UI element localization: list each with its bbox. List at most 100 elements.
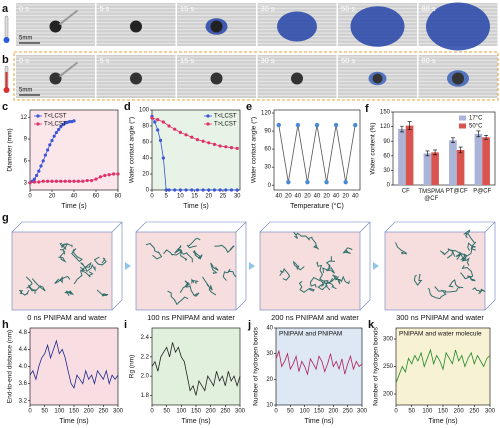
series-line bbox=[151, 117, 238, 149]
droplet bbox=[452, 72, 464, 85]
water-box bbox=[135, 231, 237, 311]
thermometer-cold bbox=[3, 15, 10, 43]
droplet bbox=[130, 72, 142, 85]
point bbox=[156, 128, 160, 132]
polymer-chain bbox=[395, 242, 408, 255]
x-axis-label: Time (ns) bbox=[59, 418, 88, 425]
y-tick-label: 4.0 bbox=[19, 364, 28, 370]
plot-background bbox=[273, 109, 361, 191]
plot-background bbox=[151, 109, 241, 191]
point bbox=[173, 127, 177, 131]
x-tick-label: 60 bbox=[93, 194, 100, 200]
x-axis-label: Time (s) bbox=[183, 203, 208, 210]
bar bbox=[398, 129, 406, 185]
point bbox=[85, 178, 89, 183]
x-tick-label: 100 bbox=[422, 409, 433, 415]
x-tick-label: 150 bbox=[191, 409, 202, 415]
point bbox=[37, 169, 41, 173]
point bbox=[218, 144, 222, 148]
caption: 0 ns PNIPAM and water bbox=[27, 313, 107, 322]
point bbox=[235, 188, 239, 192]
polymer-chain bbox=[322, 267, 335, 274]
polymer-chain bbox=[292, 260, 305, 271]
time-label: 5 s bbox=[100, 4, 110, 13]
y-axis-label: End-to-end distance (nm) bbox=[7, 330, 14, 403]
polymer-chain bbox=[316, 261, 326, 283]
x-axis-label: Time (ns) bbox=[428, 418, 457, 425]
x-tick-label: 40 bbox=[333, 194, 340, 200]
x-tick-label: 250 bbox=[98, 409, 109, 415]
x-tick-label: 0 bbox=[28, 194, 32, 200]
arrow bbox=[249, 262, 255, 270]
polymer-chain bbox=[80, 262, 96, 273]
bar bbox=[456, 149, 465, 185]
point bbox=[190, 135, 194, 139]
x-tick-label: P@CF bbox=[473, 189, 491, 195]
x-tick-label: 15 bbox=[191, 194, 198, 200]
point bbox=[63, 179, 67, 183]
panel-label: j bbox=[247, 319, 251, 331]
point bbox=[59, 179, 63, 183]
y-tick-label: 20 bbox=[266, 377, 273, 383]
box-edges bbox=[135, 221, 247, 311]
error-bar bbox=[458, 146, 463, 154]
y-tick-label: 120 bbox=[261, 111, 272, 117]
point bbox=[50, 138, 54, 143]
point bbox=[68, 179, 72, 183]
point bbox=[72, 119, 76, 123]
point bbox=[178, 188, 182, 192]
y-tick-label: 90 bbox=[383, 139, 390, 145]
box-edges bbox=[11, 221, 123, 311]
point bbox=[184, 133, 188, 137]
polymer-chain bbox=[307, 236, 320, 250]
y-axis-label: Number of hydrogen bonds bbox=[373, 326, 380, 406]
point bbox=[161, 156, 165, 160]
polymer-chain bbox=[472, 287, 486, 295]
droplet bbox=[210, 20, 223, 33]
panel-label: k bbox=[368, 319, 375, 331]
panel-label: c bbox=[2, 101, 8, 113]
polymer-chain bbox=[174, 246, 193, 263]
error-bar bbox=[425, 150, 430, 157]
box-edges bbox=[259, 221, 371, 311]
point bbox=[50, 179, 54, 183]
y-tick-label: 30 bbox=[383, 168, 390, 174]
point bbox=[81, 179, 85, 183]
y-tick-label: 4.8 bbox=[19, 330, 28, 336]
legend-marker bbox=[36, 122, 40, 126]
point bbox=[41, 159, 45, 163]
x-axis-label: Time (s) bbox=[61, 203, 86, 210]
x-tick-label: 0 bbox=[150, 194, 154, 200]
point bbox=[305, 179, 310, 185]
point bbox=[212, 142, 217, 146]
bar bbox=[431, 152, 439, 185]
x-tick-label: 250 bbox=[469, 409, 480, 415]
legend-label: 17°C bbox=[469, 116, 483, 122]
arrow bbox=[373, 262, 379, 270]
polymer-chain bbox=[342, 247, 353, 255]
x-tick-label: 40 bbox=[275, 194, 282, 200]
y-axis-label: Water contact angle (°) bbox=[128, 117, 136, 183]
y-tick-label: 2.4 bbox=[141, 335, 150, 341]
series-line bbox=[395, 348, 491, 384]
x-tick-label: PT@CF bbox=[446, 189, 468, 195]
point bbox=[167, 124, 171, 128]
droplet bbox=[291, 72, 303, 85]
x-tick-label: 25 bbox=[220, 194, 227, 200]
polymer-chain bbox=[337, 275, 350, 285]
needle bbox=[58, 9, 79, 26]
thermometer-hot bbox=[3, 65, 10, 93]
polymer-chain bbox=[467, 241, 477, 251]
polymer-chain bbox=[79, 266, 94, 278]
point bbox=[184, 188, 188, 192]
y-tick-label: 60 bbox=[264, 147, 271, 153]
time-label: 15 s bbox=[180, 4, 194, 13]
panel-label: i bbox=[124, 319, 127, 331]
point bbox=[314, 122, 320, 128]
polymer-chain bbox=[185, 285, 200, 297]
polymer-chain bbox=[25, 276, 36, 294]
y-tick-label: 80 bbox=[142, 124, 149, 130]
x-tick-label: 100 bbox=[54, 409, 65, 415]
point bbox=[295, 122, 301, 128]
